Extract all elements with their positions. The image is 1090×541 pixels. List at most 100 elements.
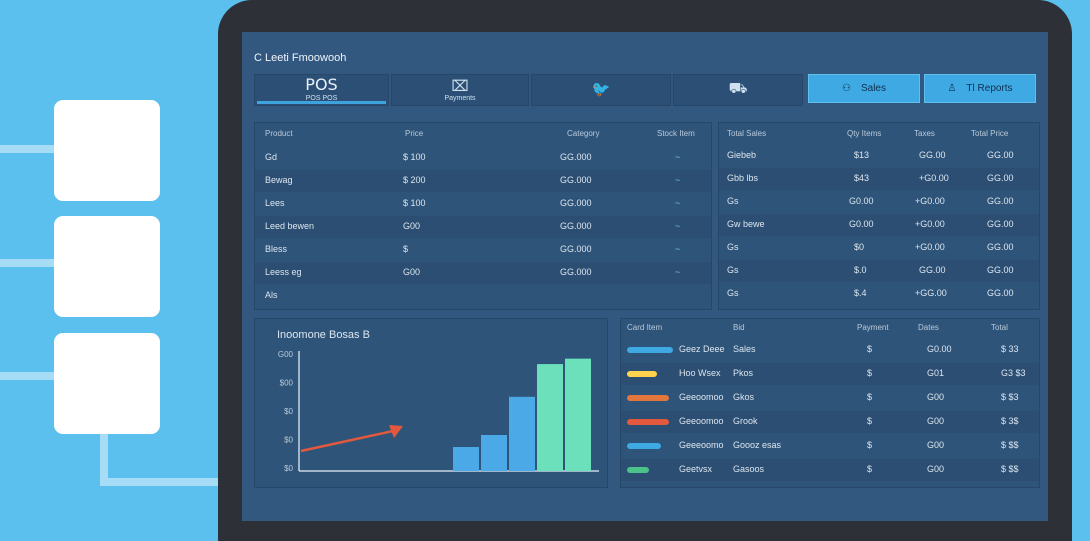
product-price: $ 200: [403, 175, 426, 185]
summary-qty: G0.00: [849, 196, 874, 206]
column-header: Payment: [857, 323, 889, 332]
table-row[interactable]: Gs $.4 +GG.00 GG.00: [719, 283, 1039, 305]
chart-bar: [481, 435, 507, 471]
column-header: Total Price: [971, 129, 1009, 138]
sales-chart: G00 $00 $0 $0 $0: [278, 350, 599, 473]
summary-qty: $0: [854, 242, 865, 252]
table-row[interactable]: Lees $ 100 GG.000 ~: [255, 193, 711, 215]
table-row[interactable]: Hoo Wsex Pkos $ G01 G3 $3: [621, 363, 1039, 385]
stock-sparkline: ~: [675, 267, 681, 277]
transaction-color-bar: [627, 443, 661, 449]
summary-label: Giebeb: [727, 150, 757, 160]
chart-bar: [509, 396, 535, 471]
stock-sparkline: ~: [675, 198, 681, 208]
summary-qty: $.4: [854, 288, 867, 298]
chart-bar: [537, 364, 563, 471]
transaction-count: $: [867, 464, 873, 474]
transaction-amount: G00: [927, 392, 945, 402]
summary-total: GG.00: [987, 196, 1014, 206]
summary-label: Gw bewe: [727, 219, 765, 229]
tab-inventory[interactable]: ⛟: [673, 74, 803, 106]
connector-line: [100, 430, 108, 486]
table-row[interactable]: Als: [255, 285, 711, 307]
summary-qty: $13: [854, 150, 870, 160]
stock-sparkline: ~: [675, 152, 681, 162]
reports-button[interactable]: ♙ Tl Reports: [924, 74, 1036, 103]
summary-label: Gs: [727, 242, 739, 252]
tab-payments[interactable]: ⌧ Payments: [391, 74, 529, 106]
tab-customers[interactable]: 🐦: [531, 74, 671, 106]
product-name: Leed bewen: [265, 221, 315, 231]
trend-line: [300, 429, 394, 453]
transaction-count: $: [867, 440, 873, 450]
product-code: GG.000: [560, 221, 592, 231]
summary-label: Gs: [727, 265, 739, 275]
table-row[interactable]: Leed bewen G00 GG.000 ~: [255, 216, 711, 238]
product-code: GG.000: [560, 267, 592, 277]
transaction-amount: G0.00: [927, 344, 952, 354]
transaction-total: $ $3: [1001, 392, 1019, 402]
table-row[interactable]: Bewag $ 200 GG.000 ~: [255, 170, 711, 192]
product-name: Bewag: [265, 175, 293, 185]
transaction-total: $ 3$: [1001, 416, 1019, 426]
y-tick-label: $0: [284, 407, 293, 416]
bird-icon: 🐦: [591, 81, 611, 98]
table-row[interactable]: Gw bewe G0.00 +G0.00 GG.00: [719, 214, 1039, 236]
table-row[interactable]: Geez Deee Sales $ G0.00 $ 33: [621, 339, 1039, 361]
transaction-color-bar: [627, 347, 673, 353]
table-row[interactable]: Leess eg G00 GG.000 ~: [255, 262, 711, 284]
table-row[interactable]: Gs G0.00 +G0.00 GG.00: [719, 191, 1039, 213]
transaction-label: Geez Deee: [679, 344, 725, 354]
table-row[interactable]: Gs $0 +G0.00 GG.00: [719, 237, 1039, 259]
product-code: GG.000: [560, 152, 592, 162]
table-row[interactable]: Gs $.0 GG.00 GG.00: [719, 260, 1039, 282]
summary-qty: $43: [854, 173, 870, 183]
tab-pos[interactable]: POS POS POS: [254, 74, 389, 106]
app-title: C Leeti Fmoowooh: [254, 52, 347, 64]
product-name: Gd: [265, 152, 278, 162]
transaction-label: Geeoomoo: [679, 392, 724, 402]
transaction-amount: G00: [927, 464, 945, 474]
table-row[interactable]: Gd $ 100 GG.000 ~: [255, 147, 711, 169]
product-name: Lees: [265, 198, 285, 208]
transaction-total: G3 $3: [1001, 368, 1026, 378]
placeholder-card: [54, 216, 160, 317]
chart-bar: [453, 447, 479, 471]
table-row[interactable]: Geeoomoo Gkos $ G00 $ $3: [621, 387, 1039, 409]
transaction-label: Hoo Wsex: [679, 368, 721, 378]
connector-line: [0, 259, 56, 267]
trend-arrow-head: [389, 425, 403, 438]
transaction-amount: G01: [927, 368, 945, 378]
sales-chart-panel: Inoomone Bosas B G00 $00 $0 $0 $0: [254, 318, 608, 488]
connector-line: [100, 478, 220, 486]
sales-button[interactable]: ⚇ Sales: [808, 74, 920, 103]
column-header: Dates: [918, 323, 939, 332]
product-name: Leess eg: [265, 267, 302, 277]
product-name: Als: [265, 290, 278, 300]
table-row[interactable]: Giebeb $13 GG.00 GG.00: [719, 145, 1039, 167]
summary-tax: GG.00: [919, 150, 946, 160]
person-icon: ♙: [947, 83, 957, 94]
stock-sparkline: ~: [675, 244, 681, 254]
column-header: Qty Items: [847, 129, 882, 138]
y-tick-label: $0: [284, 436, 293, 445]
active-tab-indicator: [257, 101, 386, 104]
y-tick-label: $0: [284, 464, 293, 473]
table-row[interactable]: Bless $ GG.000 ~: [255, 239, 711, 261]
transaction-color-bar: [627, 395, 669, 401]
summary-label: Gbb lbs: [727, 173, 759, 183]
table-row[interactable]: Geetvsx Gasoos $ G00 $ $$: [621, 459, 1039, 481]
table-row[interactable]: Geeoomoo Grook $ G00 $ 3$: [621, 411, 1039, 433]
transaction-color-bar: [627, 371, 657, 377]
summary-total: GG.00: [987, 173, 1014, 183]
people-icon: ⚇: [842, 83, 851, 94]
transactions-table: Card Item Bid Payment Dates Total Geez D…: [620, 318, 1040, 488]
transaction-tag: Goooz esas: [733, 440, 782, 450]
stock-sparkline: ~: [675, 221, 681, 231]
column-header: Product: [265, 129, 293, 138]
transaction-color-bar: [627, 419, 669, 425]
summary-total: GG.00: [987, 150, 1014, 160]
summary-total: GG.00: [987, 242, 1014, 252]
table-row[interactable]: Geeeoomo Goooz esas $ G00 $ $$: [621, 435, 1039, 457]
table-row[interactable]: Gbb lbs $43 +G0.00 GG.00: [719, 168, 1039, 190]
